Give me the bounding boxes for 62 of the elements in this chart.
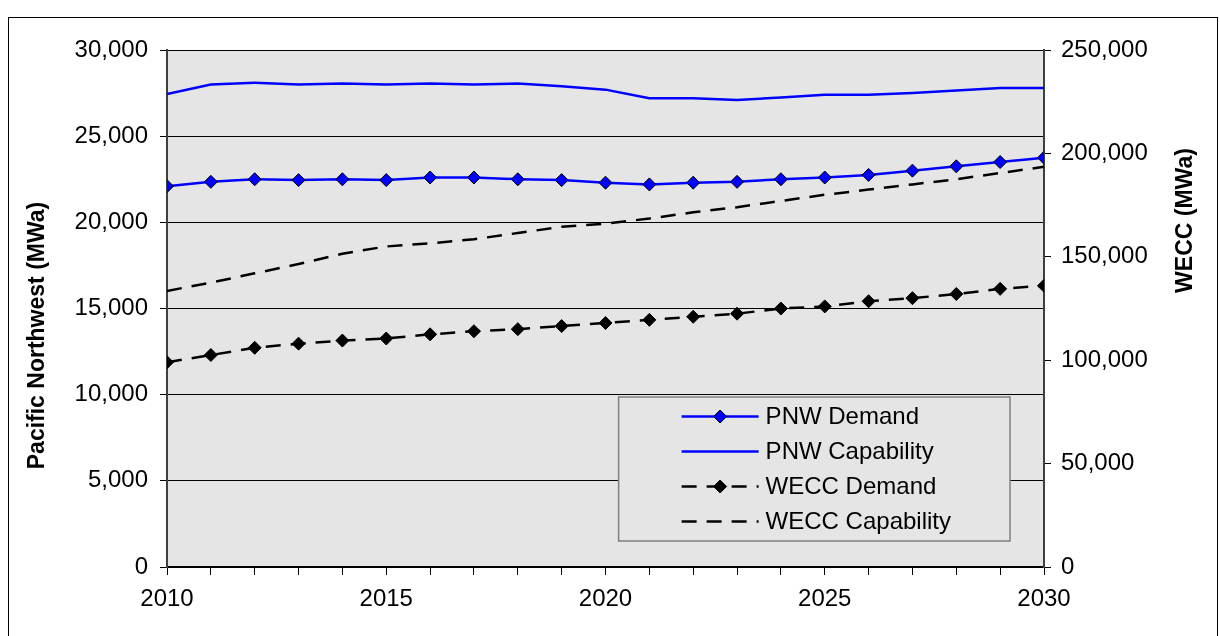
point	[423, 170, 438, 185]
point	[905, 291, 920, 306]
point	[335, 172, 350, 187]
point	[510, 172, 525, 187]
y-tick-label: 15,000	[74, 293, 148, 321]
x-tick-label: 2020	[578, 584, 633, 612]
y-tick-label: 20,000	[74, 206, 148, 234]
point	[554, 173, 569, 188]
y-tick-label: 30,000	[74, 34, 148, 62]
y2-axis-title: WECC (MWa)	[1171, 148, 1198, 293]
x-tick-label: 2025	[798, 584, 852, 612]
y-tick-label: 25,000	[74, 120, 148, 148]
y-tick-label: 5,000	[87, 465, 148, 493]
x-tick-label: 2030	[1017, 584, 1071, 612]
point	[730, 306, 745, 321]
y-tick-label: 10,000	[74, 379, 148, 407]
y2-tick-label: 0	[1061, 551, 1075, 579]
point	[291, 336, 306, 351]
point	[642, 312, 657, 327]
point	[423, 327, 438, 342]
point	[905, 163, 920, 178]
y2-tick-label: 150,000	[1061, 241, 1148, 269]
point	[247, 340, 262, 355]
point	[817, 299, 832, 314]
point	[861, 294, 876, 309]
point	[993, 155, 1008, 170]
point	[598, 175, 613, 190]
point	[291, 173, 306, 188]
point	[335, 333, 350, 348]
point	[642, 177, 657, 192]
point	[949, 287, 964, 302]
point	[993, 281, 1008, 296]
point	[466, 170, 481, 185]
legend-label: WECC Capability	[765, 507, 952, 535]
y2-tick-label: 200,000	[1061, 138, 1148, 166]
point	[203, 174, 218, 189]
point	[773, 301, 788, 316]
point	[379, 331, 394, 346]
y-tick-label: 0	[134, 551, 148, 579]
point	[247, 172, 262, 187]
point	[861, 167, 876, 182]
point	[598, 315, 613, 330]
point	[379, 173, 394, 188]
point	[203, 348, 218, 363]
point	[554, 319, 569, 334]
point	[730, 174, 745, 189]
y-axis-title: Pacific Northwest (MWa)	[23, 201, 50, 470]
y2-tick-label: 250,000	[1061, 34, 1148, 62]
point	[510, 322, 525, 337]
y2-tick-label: 50,000	[1061, 448, 1135, 476]
point	[773, 172, 788, 187]
point	[686, 175, 701, 190]
y2-tick-label: 100,000	[1061, 344, 1148, 372]
legend-label: PNW Demand	[765, 402, 919, 430]
legend-label: PNW Capability	[765, 437, 934, 465]
point	[686, 309, 701, 324]
x-tick-label: 2015	[359, 584, 413, 612]
point	[466, 324, 481, 339]
legend-label: WECC Demand	[765, 472, 937, 500]
point	[949, 159, 964, 174]
x-tick-label: 2010	[140, 584, 194, 612]
point	[817, 170, 832, 185]
